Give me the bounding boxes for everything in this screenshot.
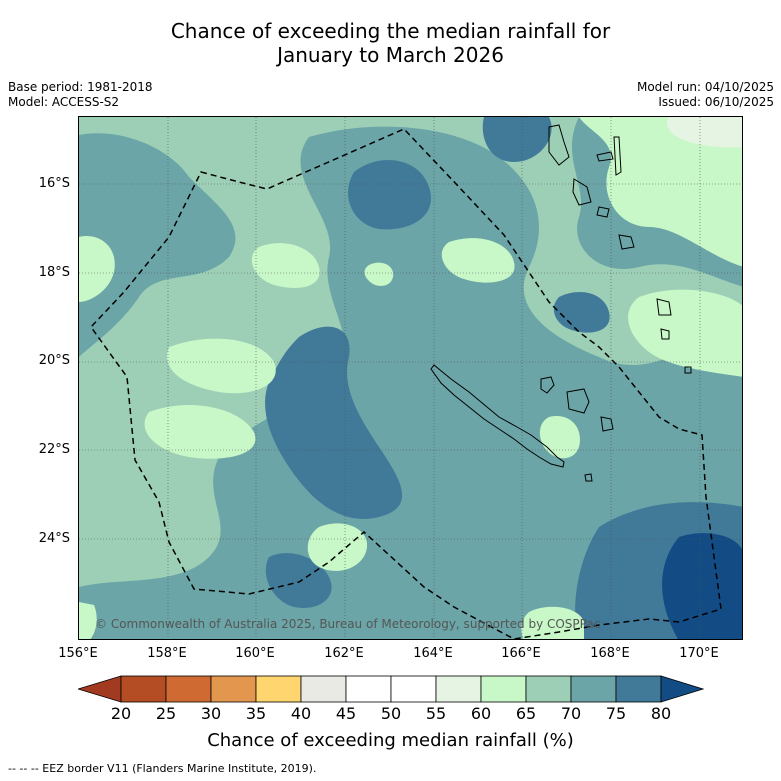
colorbar-tick-65: 65 (515, 704, 537, 723)
zone-75-80-rightmid (553, 292, 610, 333)
colorbar-tick-50: 50 (380, 704, 402, 723)
zone-60-65-w1 (167, 338, 276, 394)
lat-label-18s: 18°S (38, 265, 70, 280)
vanuatu-island-epi (596, 206, 610, 218)
vanuatu-island-erromango (656, 298, 672, 316)
model-name: Model: ACCESS-S2 (8, 95, 120, 109)
zone-75-80-top (482, 117, 552, 162)
colorbar-seg-30-35 (210, 675, 257, 703)
colorbar-tick-75: 75 (605, 704, 627, 723)
vanuatu-island-tanna (660, 328, 670, 340)
lon-label-166e: 166°E (501, 646, 541, 661)
zone-60-65-island (539, 416, 580, 459)
zone-60-65-c1 (441, 238, 515, 283)
zone-60-65-c2 (364, 262, 394, 286)
issued-date: Issued: 06/10/2025 (658, 95, 774, 109)
zone-70-75-west (79, 133, 236, 357)
lat-label-16s: 16°S (38, 176, 70, 191)
colorbar-tick-60: 60 (470, 704, 492, 723)
colorbar-label: Chance of exceeding median rainfall (%) (207, 730, 574, 751)
colorbar-seg-60-65 (480, 675, 527, 703)
vanuatu-island-efate (618, 234, 635, 250)
meta-left: Base period: 1981-2018 Model: ACCESS-S2 (8, 80, 153, 110)
zone-75-80-north (348, 160, 431, 230)
title-line-1: Chance of exceeding the median rainfall … (170, 19, 611, 43)
colorbar-seg-50-55 (390, 675, 437, 703)
lon-label-158e: 158°E (147, 646, 187, 661)
zone-60-65-e (628, 289, 742, 377)
zone-75-80-sw (265, 553, 332, 608)
meta-right: Model run: 04/10/2025 Issued: 06/10/2025 (637, 80, 774, 110)
lon-label-168e: 168°E (590, 646, 630, 661)
vanuatu-island-espiritu (548, 124, 570, 166)
vanuatu-island-pentecost (613, 136, 622, 176)
lat-label-20s: 20°S (38, 353, 70, 368)
colorbar-seg-25-30 (165, 675, 212, 703)
zone-80-plus-se (662, 533, 742, 639)
lat-label-22s: 22°S (38, 442, 70, 457)
zone-75-80-center (265, 326, 403, 519)
colorbar-tick-45: 45 (335, 704, 357, 723)
colorbar-tick-80: 80 (650, 704, 672, 723)
base-period: Base period: 1981-2018 (8, 80, 153, 94)
eez-footnote: -- -- -- EEZ border V11 (Flanders Marine… (8, 762, 317, 775)
vanuatu-island-malekula (572, 178, 592, 206)
colorbar-tick-55: 55 (425, 704, 447, 723)
colorbar-seg-45-50 (345, 675, 392, 703)
colorbar-tick-25: 25 (155, 704, 177, 723)
colorbar-seg-70-75 (570, 675, 617, 703)
eez-border (90, 128, 722, 639)
loyalty-island-3 (600, 416, 614, 432)
loyalty-island-2 (566, 388, 590, 414)
colorbar-tick-40: 40 (290, 704, 312, 723)
lon-label-170e: 170°E (679, 646, 719, 661)
colorbar-seg-40-45 (300, 675, 347, 703)
colorbar-seg-65-70 (525, 675, 572, 703)
colorbar-extend-high (660, 675, 704, 703)
vanuatu-island-ambae (596, 151, 614, 162)
loyalty-island-1 (540, 376, 555, 394)
colorbar-extend-low (78, 675, 122, 703)
model-run: Model run: 04/10/2025 (636, 80, 774, 94)
colorbar-seg-75-80 (615, 675, 662, 703)
colorbar-seg-20-25 (120, 675, 167, 703)
rainfall-map: © Commonwealth of Australia 2025, Bureau… (78, 116, 743, 640)
chart-title: Chance of exceeding the median rainfall … (0, 19, 781, 67)
zone-60-65-nw (79, 236, 115, 302)
colorbar-tick-30: 30 (200, 704, 222, 723)
zone-60-65-cn (251, 243, 320, 288)
title-line-2: January to March 2026 (277, 43, 504, 67)
new-caledonia-island (430, 364, 565, 468)
zone-60-65-w2 (144, 404, 256, 459)
colorbar (78, 675, 704, 703)
isle-of-pines (584, 473, 593, 482)
lon-label-160e: 160°E (235, 646, 275, 661)
colorbar-seg-55-60 (435, 675, 482, 703)
colorbar-seg-35-40 (255, 675, 302, 703)
lon-label-156e: 156°E (58, 646, 98, 661)
colorbar-tick-35: 35 (245, 704, 267, 723)
zone-60-65-s1 (307, 523, 368, 571)
zone-70-75-center (79, 126, 742, 639)
colorbar-tick-20: 20 (110, 704, 132, 723)
map-copyright: © Commonwealth of Australia 2025, Bureau… (95, 617, 600, 631)
colorbar-tick-70: 70 (560, 704, 582, 723)
lat-label-24s: 24°S (38, 531, 70, 546)
matthew-island (684, 366, 692, 374)
zone-60-65-s3 (79, 602, 97, 639)
lon-label-164e: 164°E (413, 646, 453, 661)
zone-55-60-ne (666, 117, 742, 148)
lon-label-162e: 162°E (324, 646, 364, 661)
